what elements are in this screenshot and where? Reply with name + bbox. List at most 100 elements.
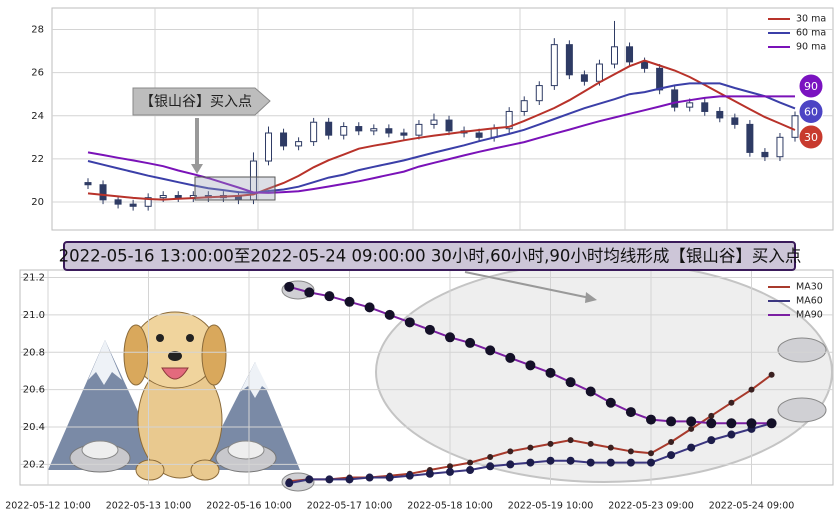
ma-point xyxy=(525,360,536,371)
banner xyxy=(63,241,796,271)
candle-body xyxy=(610,46,618,65)
candle-body xyxy=(746,123,754,153)
v-grid xyxy=(154,8,728,230)
ma-line xyxy=(87,82,796,194)
ma-point xyxy=(667,451,676,460)
badge xyxy=(798,99,824,124)
highlight-box xyxy=(194,176,276,201)
candle-body xyxy=(114,199,122,205)
ma-point xyxy=(506,460,515,469)
ma-point xyxy=(728,399,735,406)
ma-point xyxy=(546,456,555,465)
candle-body xyxy=(731,117,739,125)
ma-point xyxy=(688,425,695,432)
y-tick-label: 26 xyxy=(31,68,44,79)
candle-body xyxy=(129,203,137,207)
candle-body xyxy=(430,119,438,125)
candle-body xyxy=(580,74,588,82)
candle-body xyxy=(295,141,303,147)
ma-point xyxy=(646,414,656,425)
ma-point xyxy=(586,458,595,467)
y-tick-label: 28 xyxy=(31,25,44,36)
candle-body xyxy=(565,44,573,76)
candle-body xyxy=(340,126,348,136)
ma-point xyxy=(686,416,697,427)
ma-point xyxy=(467,459,474,466)
ma-point xyxy=(625,407,636,418)
candle-body xyxy=(99,184,107,201)
ma-point xyxy=(285,479,294,488)
ma-point xyxy=(526,458,535,467)
x-tick-label: 2022-05-19 10:00 xyxy=(508,501,594,512)
legend-label: MA90 xyxy=(796,310,823,321)
candle-body xyxy=(144,197,152,207)
ma-point xyxy=(446,467,454,476)
y-tick-label: 20 xyxy=(31,197,44,208)
ma-point xyxy=(547,440,554,447)
candle-body xyxy=(716,110,724,119)
candle-body xyxy=(385,128,393,134)
ma-point xyxy=(647,458,655,467)
badge xyxy=(798,124,824,150)
candle-body xyxy=(445,119,453,132)
ma-point xyxy=(385,473,394,482)
y-tick-label: 20.4 xyxy=(23,422,45,433)
candle-body xyxy=(595,63,603,82)
ma-point xyxy=(627,448,634,455)
ma-point xyxy=(726,418,737,429)
ma-line xyxy=(87,59,796,201)
candle-body xyxy=(84,182,92,186)
candle-body xyxy=(280,132,288,147)
ma-point xyxy=(527,444,534,451)
candle-body xyxy=(475,132,483,138)
y-tick-label: 20.6 xyxy=(23,385,45,396)
candle-body xyxy=(701,102,709,112)
ma-point xyxy=(305,475,314,484)
ma-point xyxy=(727,430,736,439)
candle-body xyxy=(641,61,649,69)
ma-point xyxy=(485,345,496,356)
candle-body xyxy=(159,195,167,199)
ma-point xyxy=(545,367,556,378)
ma-point xyxy=(566,456,575,465)
ma-point xyxy=(344,296,355,307)
ma-point xyxy=(587,440,594,447)
ma-point xyxy=(565,377,576,388)
ma-point xyxy=(345,475,354,484)
illustration xyxy=(48,280,827,492)
ma-point xyxy=(425,469,434,478)
ma-point xyxy=(567,437,574,444)
ma-point xyxy=(445,332,455,343)
x-tick-label: 2022-05-13 10:00 xyxy=(106,501,192,512)
ma-point xyxy=(648,450,654,457)
y-tick-label: 21.2 xyxy=(23,272,45,283)
badge-label: 60 xyxy=(804,106,818,119)
candle-body xyxy=(265,132,273,162)
ma-point xyxy=(668,439,675,445)
candle-body xyxy=(400,132,408,136)
ma-point xyxy=(768,371,775,378)
banner-arrow xyxy=(464,271,591,299)
annotation: 【银山谷】买入点 xyxy=(140,94,252,110)
badge xyxy=(798,73,824,99)
candle-body xyxy=(550,44,558,87)
candle-body xyxy=(791,115,799,138)
badge-label: 30 xyxy=(804,131,818,144)
candle-body xyxy=(656,67,664,91)
plot-frame xyxy=(51,7,834,231)
x-tick-label: 2022-05-16 10:00 xyxy=(206,501,292,512)
ma-point xyxy=(304,287,315,298)
ma-point xyxy=(365,473,374,482)
ma-point xyxy=(666,416,677,427)
banner-arrowhead xyxy=(585,292,597,303)
legend-label: 60 ma xyxy=(796,28,826,39)
ma-point xyxy=(284,281,295,292)
y-tick-label: 21.0 xyxy=(23,310,45,321)
ma-point xyxy=(505,352,516,363)
candle-body xyxy=(761,151,769,158)
ma-point xyxy=(707,436,716,445)
ma-point xyxy=(607,444,614,451)
banner-text: 2022-05-16 13:00:00至2022-05-24 09:00:00 … xyxy=(59,247,802,266)
